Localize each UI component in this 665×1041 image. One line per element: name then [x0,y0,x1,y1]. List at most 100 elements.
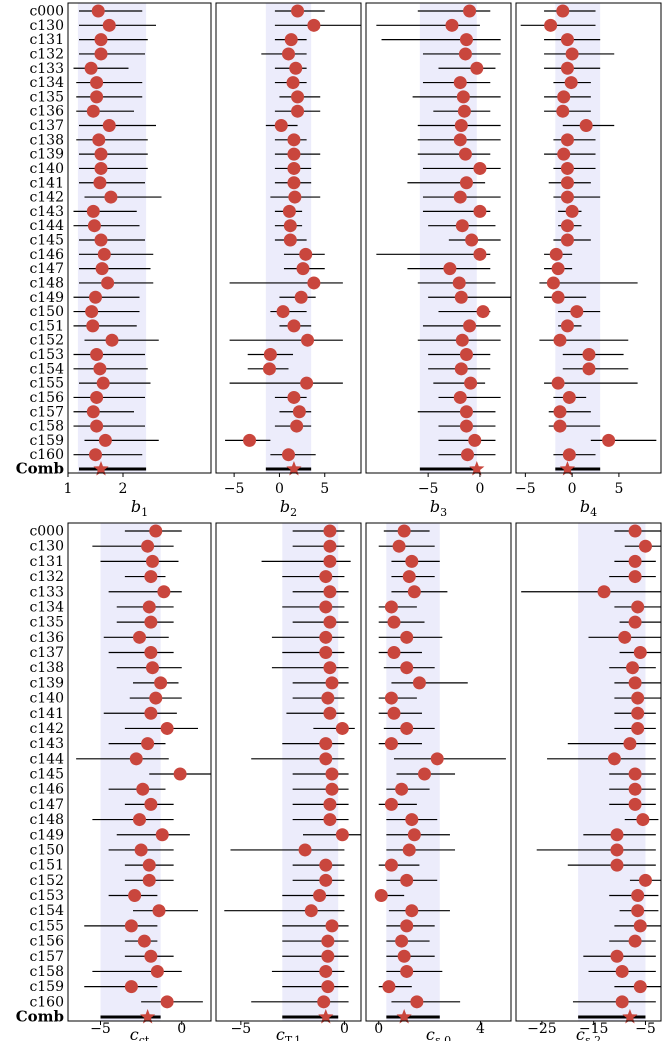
point-c135-panel-5 [144,615,158,629]
point-c155-panel-1 [96,376,110,390]
point-c142-panel-8 [631,721,645,735]
row-label-c156: c156 [29,390,64,406]
point-c138-panel-7 [400,661,414,675]
point-c155-panel-4 [551,376,565,390]
point-c153-panel-4 [582,348,596,361]
point-c156-panel-6 [321,934,335,948]
point-c131-panel-8 [628,554,642,568]
point-c135-panel-8 [628,615,642,629]
point-c158-panel-3 [459,419,473,433]
point-c147-panel-4 [551,262,565,276]
point-c140-panel-8 [631,691,645,705]
point-c130-panel-5 [141,539,155,553]
x-axis-label-panel-1: b1 [131,497,148,519]
point-c144-panel-8 [607,752,621,766]
point-c148-panel-7 [405,813,419,827]
row-label-c147: c147 [29,797,64,813]
row-label-c137: c137 [29,645,64,661]
row-label-c144: c144 [29,218,64,234]
labels: c000c130c131c132c133c134c135c136c137c138… [16,4,656,1041]
point-c160-panel-2 [282,448,295,462]
point-c132-panel-4 [565,47,579,61]
row-label-c135: c135 [29,615,64,631]
point-c156-panel-5 [137,934,151,948]
frame-panel-4 [515,2,662,474]
point-c000-panel-1 [91,4,105,18]
point-c135-panel-4 [557,90,571,104]
point-c142-panel-1 [104,190,118,204]
point-c153-panel-5 [128,889,142,902]
tick-label: −5 [90,1021,111,1037]
point-c141-panel-8 [631,706,645,720]
point-c130-panel-7 [392,539,406,553]
frame-panel-7 [365,522,512,1022]
row-label-c142: c142 [29,190,64,206]
comb-star-panel-8 [622,1009,638,1024]
x-axis-label-subscript: ε,0 [435,1034,451,1041]
point-c159-panel-4 [602,433,616,447]
point-c134-panel-6 [319,600,333,614]
point-c149-panel-6 [335,828,349,842]
point-c138-panel-2 [287,133,301,147]
tick-label: 0 [475,481,484,497]
point-c134-panel-7 [384,600,398,614]
point-c150-panel-8 [610,843,624,857]
point-c151-panel-2 [287,319,301,333]
point-c152-panel-6 [319,873,333,887]
point-c144-panel-4 [560,219,574,233]
point-c146-panel-2 [299,247,313,261]
point-c158-panel-8 [615,964,629,978]
point-c149-panel-4 [551,290,565,304]
point-c149-panel-7 [407,828,421,842]
point-c159-panel-7 [382,980,396,994]
x-axis-label-main: c [130,1025,139,1041]
point-c138-panel-1 [92,133,106,147]
row-label-c145: c145 [29,767,64,783]
point-c152-panel-7 [400,873,414,887]
point-c136-panel-6 [319,630,333,644]
point-c132-panel-8 [628,570,642,584]
point-c154-panel-1 [93,362,107,376]
x-axis-label-main: c [426,1025,435,1041]
point-c000-panel-3 [463,4,477,18]
point-c137-panel-4 [579,119,593,132]
row-label-c154: c154 [29,903,64,919]
point-c144-panel-7 [430,752,444,766]
row-label-c154: c154 [29,361,64,377]
point-c130-panel-8 [638,539,652,553]
point-c156-panel-7 [395,934,409,948]
point-c143-panel-5 [141,737,155,751]
point-c135-panel-1 [90,90,104,104]
row-label-c131: c131 [29,554,64,570]
x-axis-label-panel-2: b2 [280,497,297,519]
point-c157-panel-2 [292,405,306,419]
point-c137-panel-2 [274,119,288,132]
point-c137-panel-8 [633,646,647,659]
point-c136-panel-3 [457,104,471,118]
point-c147-panel-2 [296,262,310,276]
tick-label: 5 [614,481,623,497]
point-c154-panel-5 [152,904,166,918]
point-c143-panel-3 [473,204,487,218]
point-c145-panel-1 [94,233,108,247]
point-c146-panel-4 [549,247,563,261]
row-label-c159: c159 [29,979,64,995]
point-c155-panel-8 [633,919,647,933]
row-label-c139: c139 [29,675,64,691]
row-label-c155: c155 [29,918,64,934]
frame-panel-2 [215,2,362,474]
point-c136-panel-1 [86,104,100,118]
row-label-c159: c159 [29,433,64,449]
point-c143-panel-2 [282,204,296,218]
point-c150-panel-2 [276,305,290,319]
row-label-c134: c134 [29,75,64,91]
point-c144-panel-1 [87,219,101,233]
point-c139-panel-2 [287,147,301,161]
point-c134-panel-1 [90,76,104,90]
point-c159-panel-6 [321,980,335,994]
point-c148-panel-4 [546,276,560,290]
row-label-c131: c131 [29,32,64,48]
point-c130-panel-1 [102,18,116,32]
point-c151-panel-6 [319,858,333,872]
